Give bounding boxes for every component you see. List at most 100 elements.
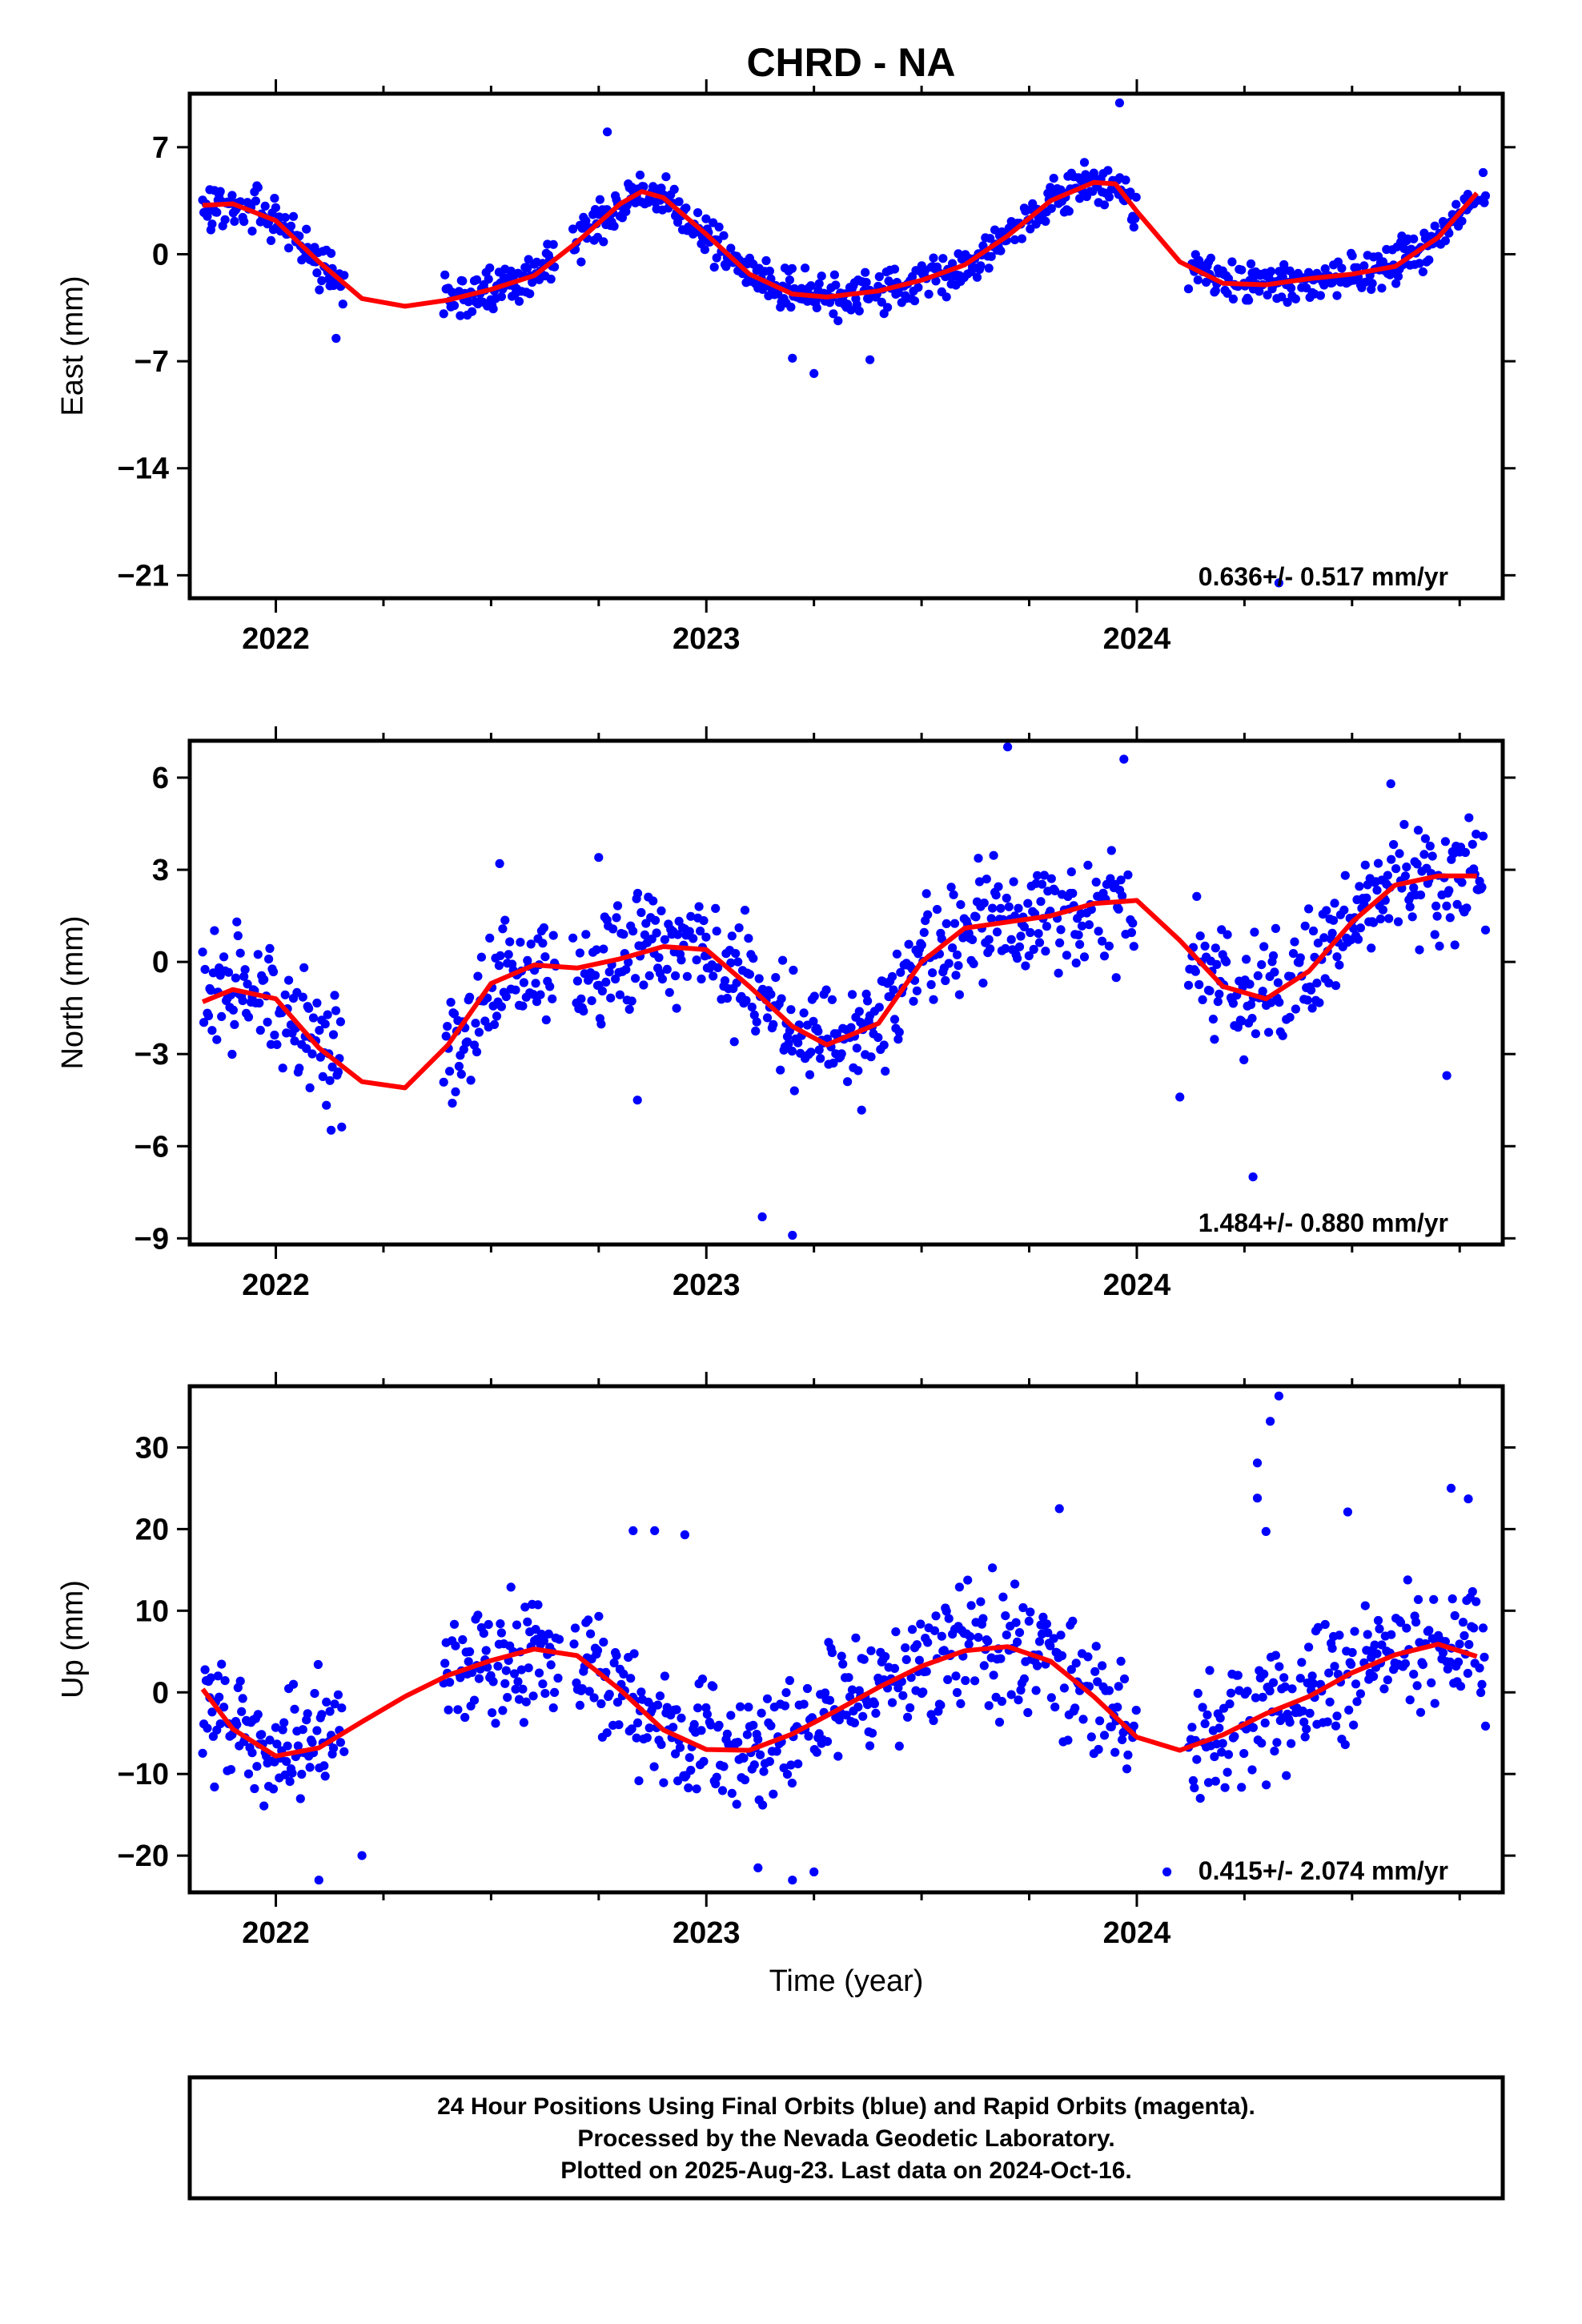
north-data-point [932,905,942,915]
up-data-point [632,1733,641,1743]
east-y-axis-label: East (mm) [56,275,90,416]
north-data-point [1084,920,1094,930]
east-data-point [693,208,703,218]
up-data-point [1463,1668,1472,1679]
east-data-point [1377,283,1387,293]
east-data-point [761,255,771,266]
north-data-point [1024,951,1034,961]
east-data-point [972,272,982,282]
up-data-point [1059,1683,1069,1693]
north-data-point [950,919,960,928]
east-data-point [568,224,578,234]
footer-line-2: Processed by the Nevada Geodetic Laborat… [577,2125,1114,2152]
up-data-point [1324,1668,1334,1678]
up-data-point [1248,1723,1258,1732]
up-data-point [871,1708,881,1718]
north-data-point [1319,933,1329,943]
north-data-point [536,990,545,999]
north-data-point [1420,834,1430,843]
north-data-point [1013,954,1022,963]
north-data-point [1412,859,1422,869]
north-data-point [255,998,264,1008]
up-data-point [330,1699,339,1709]
east-data-point [485,263,495,273]
up-data-point [905,1703,915,1713]
north-data-point [1014,942,1025,951]
north-data-point [789,1086,799,1096]
east-data-point [260,201,270,211]
up-data-point [1211,1776,1220,1786]
up-data-point [936,1700,946,1710]
north-data-point [863,996,873,1006]
north-data-point [1472,830,1481,839]
north-points [198,742,1491,1240]
north-data-point [1192,891,1202,901]
up-data-point [1265,1686,1275,1696]
up-data-point [961,1675,970,1686]
up-data-point [1403,1575,1412,1585]
east-data-point [1131,192,1141,202]
up-data-point [809,1867,819,1877]
east-y-tick-label: −21 [118,559,169,593]
up-data-point [1299,1717,1309,1727]
up-data-point [319,1761,329,1771]
up-data-point [210,1782,219,1791]
up-data-point [1011,1618,1021,1627]
up-data-point [1377,1640,1387,1650]
up-data-point [1295,1674,1305,1683]
north-data-point [711,903,721,913]
north-data-point [1340,870,1350,880]
north-data-point [821,985,831,995]
north-data-point [952,950,962,959]
up-data-point [1215,1713,1225,1723]
east-data-point [785,275,795,285]
up-data-point [644,1723,654,1733]
north-data-point [323,1010,332,1019]
north-data-point [492,1011,502,1021]
north-data-point [596,1019,606,1029]
up-data-point [1285,1718,1295,1727]
east-data-point [1283,297,1292,308]
up-data-point [849,1718,859,1727]
north-data-point [861,989,871,999]
up-data-point [749,1760,759,1770]
up-data-point [506,1582,516,1592]
up-data-point [333,1690,343,1699]
north-data-point [1400,871,1410,881]
north-data-point [318,1072,327,1081]
up-data-point [1049,1634,1058,1643]
up-x-tick-label: 2023 [673,1916,741,1950]
north-data-point [471,1019,480,1028]
north-data-point [827,995,837,1004]
up-data-point [669,1723,678,1732]
up-data-point [1043,1628,1053,1638]
north-data-point [330,991,339,1000]
up-data-point [976,1597,986,1606]
up-data-point [964,1639,974,1649]
north-data-point [729,1037,739,1047]
up-data-point [1034,1637,1045,1647]
up-data-point [335,1738,345,1747]
north-data-point [305,1083,315,1092]
east-data-point [656,183,666,193]
up-data-point [804,1731,813,1741]
north-data-point [474,1027,484,1037]
east-data-point [913,283,923,292]
north-data-point [1251,1029,1260,1039]
north-data-point [1432,911,1442,921]
up-data-point [1271,1651,1280,1660]
up-data-point [1006,1690,1016,1699]
north-data-point [632,888,643,899]
north-data-point [619,930,628,939]
north-data-point [969,959,978,968]
up-data-point [282,1757,291,1767]
north-data-point [1239,1055,1249,1064]
up-data-point [859,1655,869,1664]
north-x-tick-label: 2022 [242,1269,310,1302]
north-data-point [295,1063,304,1073]
north-data-point [754,974,764,983]
up-data-point [1050,1703,1060,1712]
north-data-point [1205,986,1215,995]
east-data-point [829,270,839,279]
north-data-point [1391,864,1401,874]
